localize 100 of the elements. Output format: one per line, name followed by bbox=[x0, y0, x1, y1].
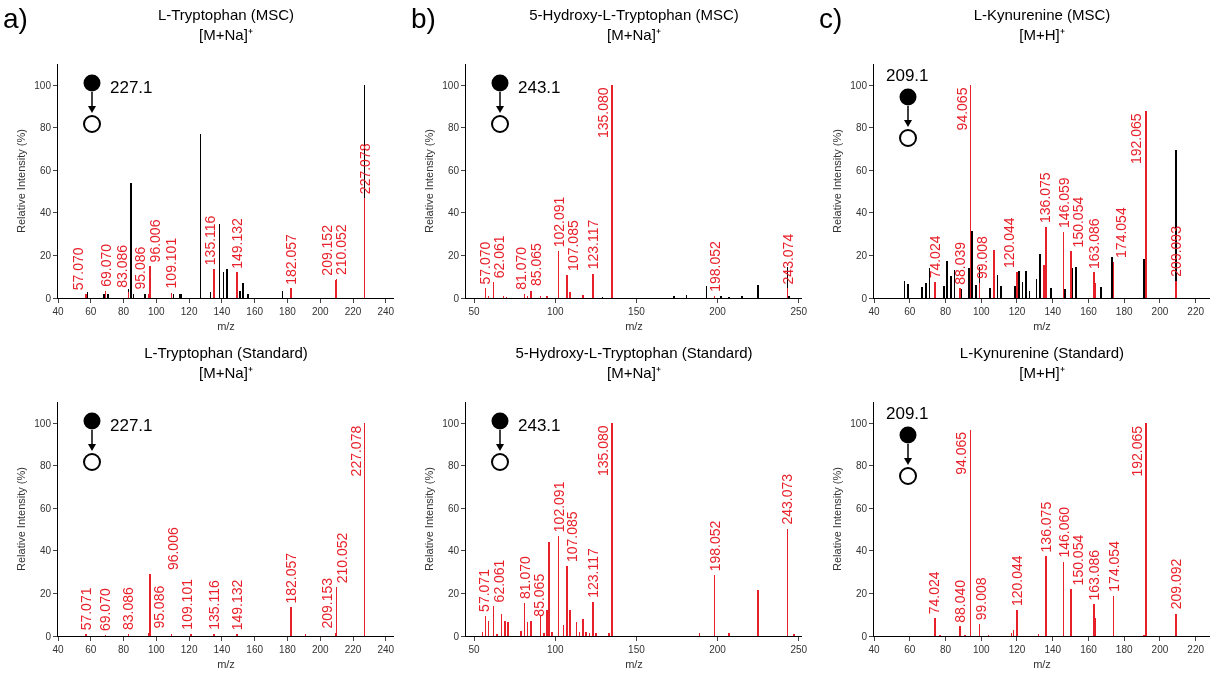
annotation: 198.052 bbox=[707, 240, 724, 292]
x-tick-label: 60 bbox=[904, 306, 916, 317]
x-tick-label: 120 bbox=[180, 644, 198, 655]
y-axis-title: Relative Intensity (%) bbox=[422, 467, 435, 571]
chart-subtitle: [M+H]⁺ bbox=[1019, 25, 1065, 43]
y-tick-label: 40 bbox=[855, 207, 868, 219]
annotation: 99.008 bbox=[972, 577, 989, 621]
y-tick-label: 20 bbox=[39, 587, 52, 599]
x-tick-label: 200 bbox=[1151, 306, 1169, 317]
annotation: 135.080 bbox=[595, 425, 612, 476]
x-tick-label: 150 bbox=[628, 644, 646, 655]
x-tick-label: 140 bbox=[1044, 644, 1062, 655]
y-tick-label: 20 bbox=[447, 587, 460, 599]
x-tick-label: 40 bbox=[868, 306, 880, 317]
chart-title: L-Kynurenine (MSC) bbox=[973, 6, 1111, 24]
annotation: 96.006 bbox=[147, 219, 164, 263]
annotation: 209.152 bbox=[318, 224, 335, 276]
y-axis-title: Relative Intensity (%) bbox=[422, 129, 435, 233]
x-axis-title: m/z bbox=[625, 658, 643, 671]
x-tick-label: 220 bbox=[1187, 306, 1205, 317]
annotation: 99.008 bbox=[973, 236, 990, 280]
y-tick-label: 60 bbox=[39, 164, 52, 176]
x-tick-label: 180 bbox=[279, 306, 297, 317]
y-tick-label: 40 bbox=[39, 545, 52, 557]
x-tick-label: 200 bbox=[709, 644, 727, 655]
annotation: 85.065 bbox=[527, 243, 544, 287]
x-tick-label: 180 bbox=[1115, 644, 1133, 655]
annotation: 74.024 bbox=[926, 571, 943, 615]
annotation: 83.086 bbox=[120, 586, 137, 630]
annotation: 107.085 bbox=[564, 220, 581, 271]
annotation: 95.086 bbox=[150, 585, 167, 629]
y-tick-label: 80 bbox=[855, 122, 868, 134]
x-tick-label: 100 bbox=[972, 306, 991, 317]
y-tick-label: 0 bbox=[45, 292, 52, 304]
y-tick-label: 100 bbox=[850, 79, 868, 91]
chart-title: L-Kynurenine (Standard) bbox=[959, 344, 1125, 362]
x-tick-label: 40 bbox=[52, 306, 64, 317]
x-tick-label: 200 bbox=[311, 644, 330, 655]
annotation: 62.061 bbox=[490, 559, 507, 603]
annotation: 95.086 bbox=[132, 246, 149, 290]
y-tick-label: 0 bbox=[453, 630, 460, 642]
y-tick-label: 80 bbox=[447, 122, 460, 134]
annotation: 123.117 bbox=[584, 547, 601, 598]
annotation: 96.006 bbox=[165, 527, 182, 571]
annotation: 146.059 bbox=[1056, 177, 1072, 229]
chart-subtitle: [M+Na]⁺ bbox=[607, 25, 661, 43]
x-tick-label: 40 bbox=[868, 644, 880, 655]
annotation: 102.091 bbox=[550, 196, 567, 248]
y-tick-label: 60 bbox=[447, 502, 460, 514]
y-tick-label: 100 bbox=[34, 79, 52, 91]
chart-title: L-Tryptophan (Standard) bbox=[144, 344, 308, 362]
x-tick-label: 220 bbox=[344, 306, 362, 317]
chart-subtitle: [M+H]⁺ bbox=[1019, 363, 1065, 381]
y-tick-label: 40 bbox=[447, 545, 460, 557]
x-tick-label: 100 bbox=[972, 644, 991, 655]
text: c) bbox=[819, 3, 843, 34]
x-tick-label: 80 bbox=[118, 306, 130, 317]
annotation: 74.024 bbox=[927, 235, 944, 279]
x-tick-label: 60 bbox=[85, 306, 97, 317]
annotation: 182.057 bbox=[282, 233, 299, 285]
annotation: 69.070 bbox=[97, 588, 114, 632]
annotation: 57.071 bbox=[77, 587, 94, 631]
annotation: 88.039 bbox=[951, 241, 968, 285]
y-tick-label: 100 bbox=[34, 417, 52, 429]
y-tick-label: 0 bbox=[45, 630, 52, 642]
annotation: 243.073 bbox=[779, 473, 796, 525]
annotation: 243.1 bbox=[518, 78, 561, 97]
x-tick-label: 150 bbox=[628, 306, 646, 317]
y-tick-label: 0 bbox=[453, 292, 460, 304]
annotation: 123.117 bbox=[585, 219, 602, 270]
x-tick-label: 80 bbox=[939, 644, 952, 655]
annotation: 85.065 bbox=[531, 573, 548, 617]
y-tick-label: 100 bbox=[442, 417, 460, 429]
annotation: 57.070 bbox=[69, 247, 86, 291]
x-axis-title: m/z bbox=[625, 320, 643, 333]
y-tick-label: 60 bbox=[39, 502, 52, 514]
annotation: 198.052 bbox=[706, 520, 723, 572]
y-axis-title: Relative Intensity (%) bbox=[14, 467, 27, 571]
x-axis-title: m/z bbox=[217, 658, 235, 671]
y-tick-label: 0 bbox=[861, 630, 868, 642]
y-tick-label: 80 bbox=[39, 122, 52, 134]
x-tick-label: 180 bbox=[1115, 306, 1133, 317]
annotation: 135.116 bbox=[206, 579, 223, 630]
chart-subtitle: [M+Na]⁺ bbox=[199, 363, 253, 381]
x-tick-label: 100 bbox=[148, 306, 166, 317]
x-tick-label: 200 bbox=[311, 306, 330, 317]
x-tick-label: 240 bbox=[377, 644, 395, 655]
annotation: 149.132 bbox=[228, 579, 245, 631]
annotation: 192.065 bbox=[1128, 113, 1145, 165]
chart-subtitle: [M+Na]⁺ bbox=[199, 25, 253, 43]
annotation: 94.065 bbox=[953, 87, 970, 131]
y-tick-label: 20 bbox=[39, 249, 52, 261]
annotation: 227.1 bbox=[110, 78, 153, 97]
x-tick-label: 140 bbox=[213, 306, 231, 317]
annotation: 210.052 bbox=[333, 224, 350, 276]
annotation: 120.044 bbox=[1001, 217, 1018, 269]
y-tick-label: 80 bbox=[855, 460, 868, 472]
annotation: 109.101 bbox=[178, 578, 195, 630]
y-tick-label: 40 bbox=[447, 207, 460, 219]
chart-title: L-Tryptophan (MSC) bbox=[157, 6, 295, 24]
